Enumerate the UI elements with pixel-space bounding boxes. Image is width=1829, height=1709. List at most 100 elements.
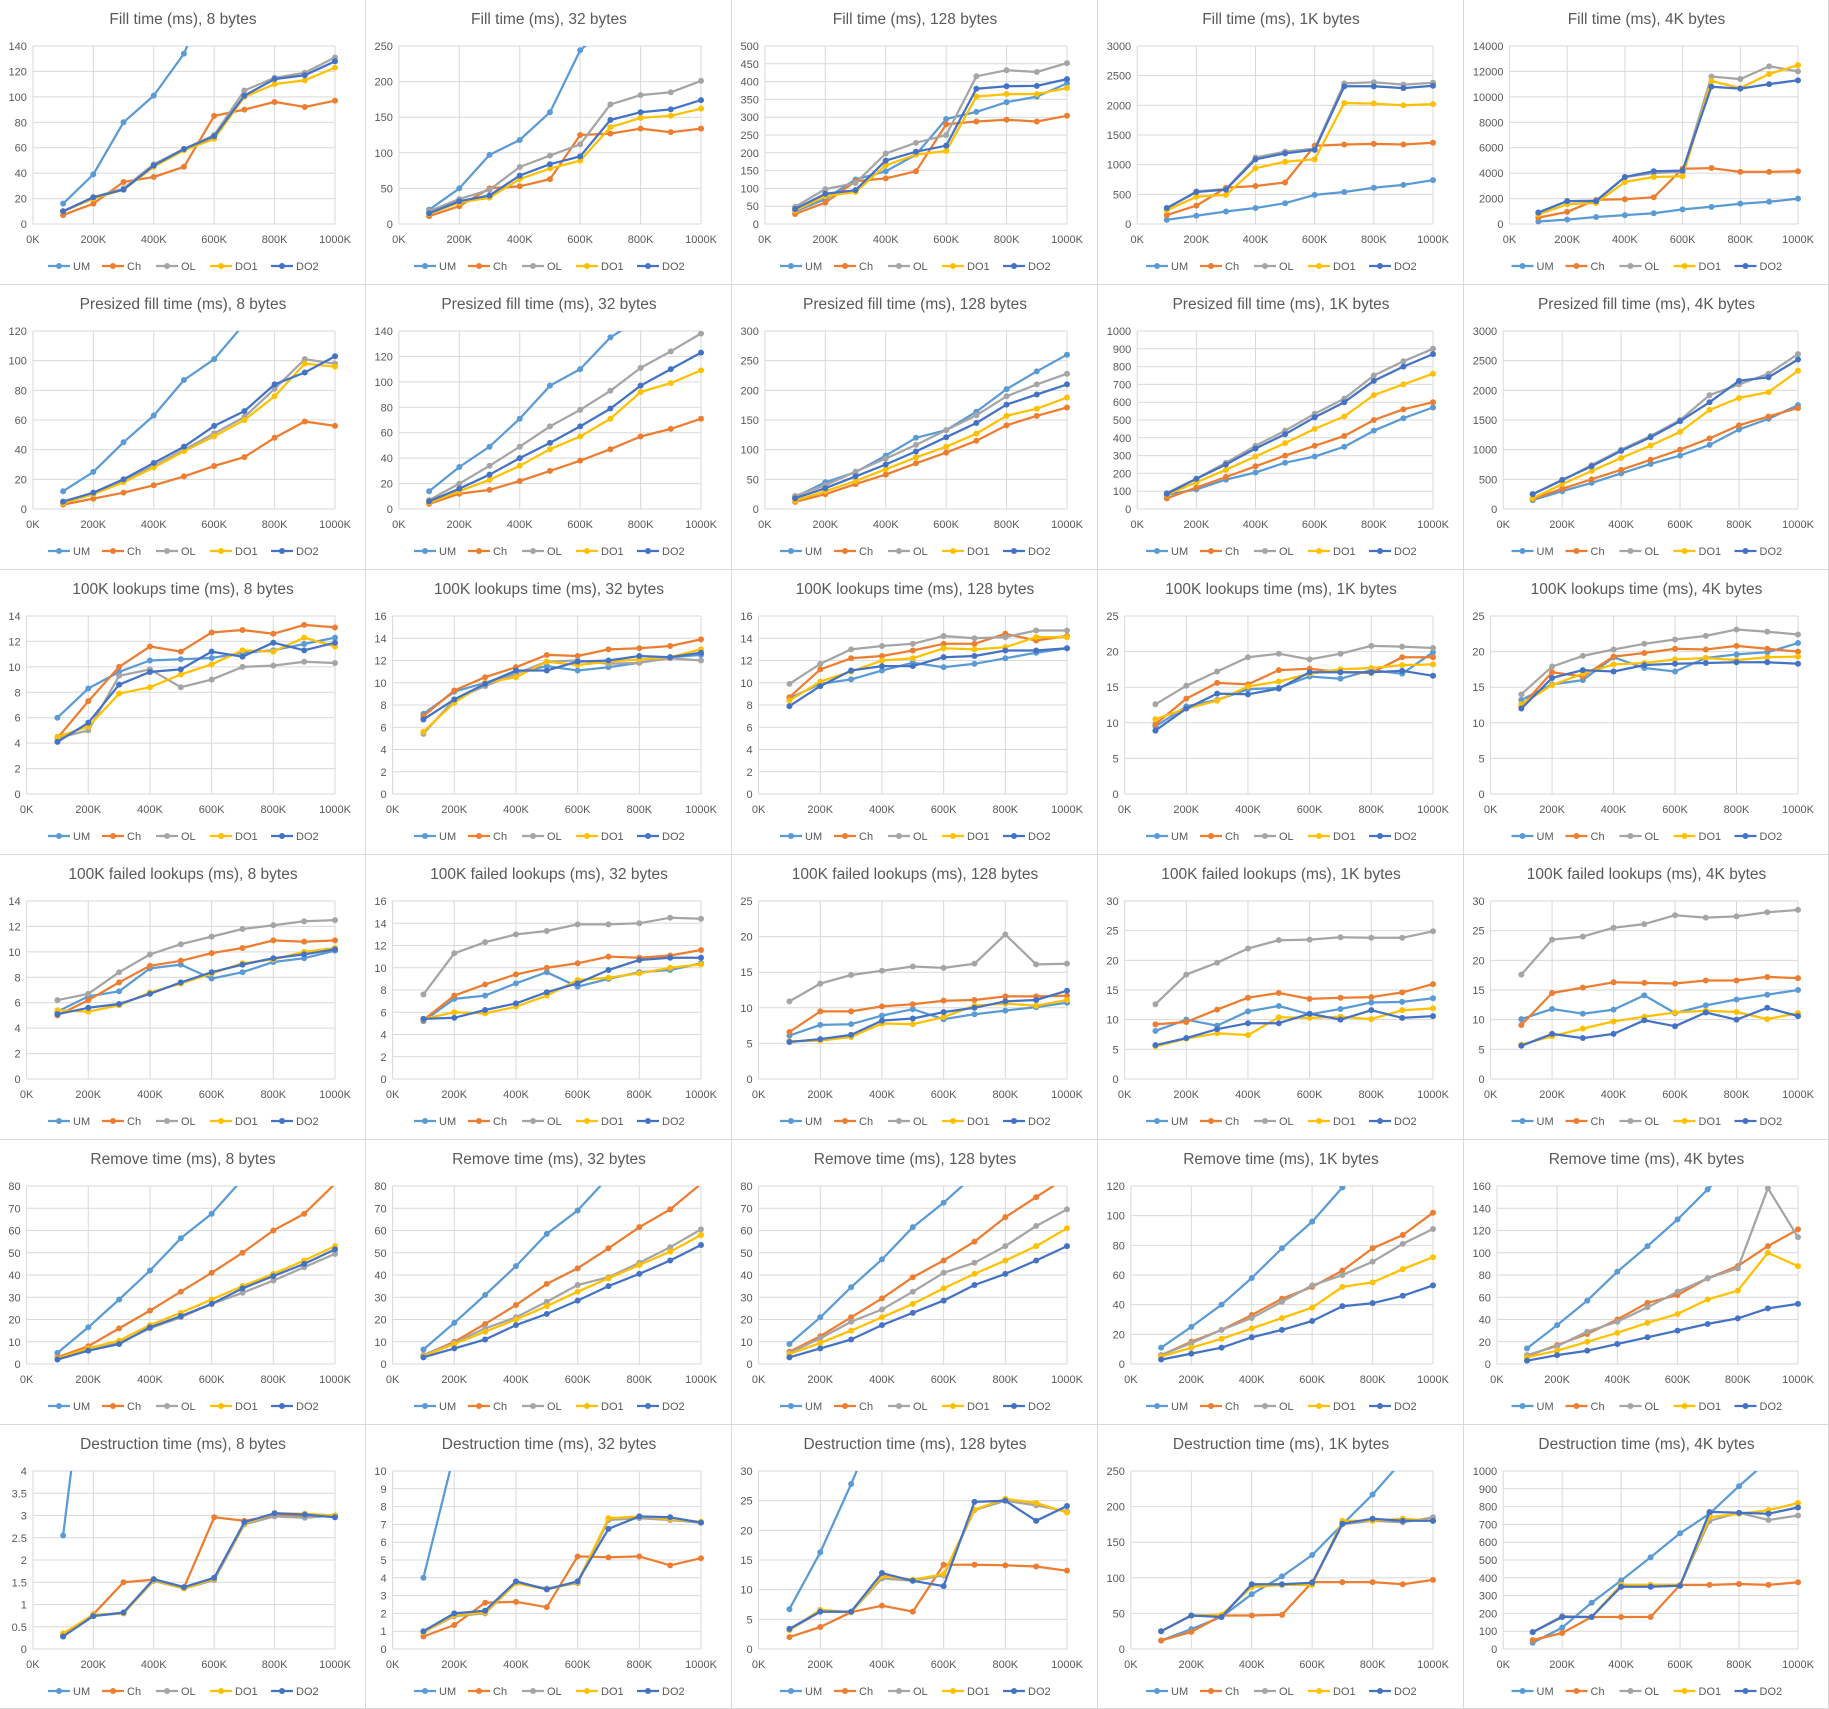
y-tick-label: 0 [746, 1074, 752, 1086]
data-point [605, 1275, 612, 1282]
data-point [516, 415, 523, 422]
legend-marker [788, 1688, 794, 1694]
x-tick-label: 200K [75, 1374, 101, 1386]
y-tick-label: 400 [1113, 433, 1131, 445]
series-line [794, 406, 1068, 503]
data-point [1621, 212, 1628, 219]
data-point [1033, 405, 1040, 412]
legend-label: UM [805, 831, 822, 843]
data-point [1188, 1340, 1195, 1347]
legend-marker [218, 548, 224, 554]
legend-item: DO2 [637, 261, 685, 273]
data-point [486, 186, 493, 193]
data-point [1430, 981, 1436, 988]
data-point [1309, 1282, 1316, 1289]
legend-marker [842, 1403, 848, 1409]
data-point [90, 1613, 97, 1620]
data-point [211, 112, 218, 119]
data-point [667, 425, 674, 432]
data-point [1764, 645, 1771, 652]
gridlines [1509, 45, 1799, 225]
data-point [1341, 443, 1348, 450]
data-point [1430, 1226, 1436, 1233]
data-point [1339, 1272, 1346, 1278]
data-point [1222, 186, 1229, 193]
data-point [822, 485, 829, 492]
gridlines [1124, 615, 1434, 795]
data-point [270, 662, 277, 669]
legend-marker [645, 548, 651, 554]
legend-label: DO2 [1394, 1686, 1417, 1698]
data-point [1002, 655, 1009, 662]
legend-item: OL [522, 831, 562, 843]
x-tick-label: 0K [1124, 1659, 1138, 1671]
data-point [574, 653, 581, 660]
data-point [271, 98, 278, 105]
x-tick-label: 200K [1539, 804, 1565, 816]
series-line [62, 1514, 336, 1637]
data-point [1672, 660, 1679, 667]
legend: UM Ch OL DO1 DO2 [1511, 1401, 1782, 1413]
chart-panel: 100K failed lookups (ms), 8 bytes 0 2 4 6 8 10… [0, 855, 366, 1140]
data-point [241, 106, 248, 113]
data-point [878, 663, 885, 670]
data-point [973, 437, 980, 444]
series-line [422, 948, 702, 1021]
data-point [1795, 1263, 1801, 1270]
legend-label: Ch [1591, 546, 1605, 558]
data-point [1222, 461, 1229, 468]
y-tick-label: 0 [380, 789, 386, 801]
data-point [1282, 431, 1289, 438]
legend-label: DO2 [1760, 831, 1783, 843]
data-point [1644, 1299, 1651, 1306]
data-point [177, 671, 184, 678]
series-line [422, 1234, 702, 1358]
x-tick-label: 1000K [685, 1374, 717, 1386]
data-point [1708, 83, 1715, 90]
data-point [1795, 168, 1801, 175]
data-point [1621, 179, 1628, 186]
legend-item: OL [888, 1401, 928, 1413]
legend-item: OL [888, 546, 928, 558]
chart-title: 100K lookups time (ms), 32 bytes [434, 581, 664, 598]
data-point [1399, 1292, 1406, 1299]
data-point [1618, 1577, 1625, 1584]
data-point [270, 630, 277, 637]
data-point [301, 356, 308, 363]
data-point [1399, 1240, 1406, 1247]
data-point [1644, 1319, 1651, 1326]
data-point [574, 1553, 581, 1560]
data-point [1193, 484, 1200, 491]
data-point [1244, 945, 1251, 952]
series-line [794, 62, 1068, 208]
data-point [1644, 1334, 1651, 1341]
x-tick-label: 400K [1243, 519, 1269, 531]
y-tick-label: 0 [387, 504, 393, 516]
legend-marker [1573, 1688, 1580, 1694]
data-point [301, 938, 308, 945]
x-tick-label: 600K [1662, 1089, 1688, 1101]
y-tick-label: 10 [8, 1337, 20, 1349]
data-point [301, 640, 308, 647]
y-tick-label: 40 [381, 453, 393, 465]
legend-label: UM [73, 1116, 90, 1128]
data-point [546, 439, 553, 446]
series-do2 [54, 1246, 338, 1363]
data-point [208, 676, 215, 683]
legend: UM Ch OL DO1 DO2 [414, 261, 685, 273]
legend-marker [1262, 263, 1268, 269]
data-point [940, 1257, 947, 1264]
x-tick-label: 400K [869, 1089, 895, 1101]
y-tick-label: 14 [8, 896, 20, 908]
data-point [208, 1210, 215, 1217]
data-point [636, 1553, 643, 1560]
x-tick-label: 0K [392, 519, 406, 531]
legend-label: DO2 [1028, 1116, 1051, 1128]
legend-label: UM [73, 546, 90, 558]
legend-item: OL [1254, 1686, 1294, 1698]
legend-marker [950, 1688, 956, 1694]
data-point [1306, 669, 1313, 676]
data-point [1549, 936, 1556, 943]
y-tick-label: 60 [8, 1226, 20, 1238]
legend-label: OL [1645, 1116, 1660, 1128]
